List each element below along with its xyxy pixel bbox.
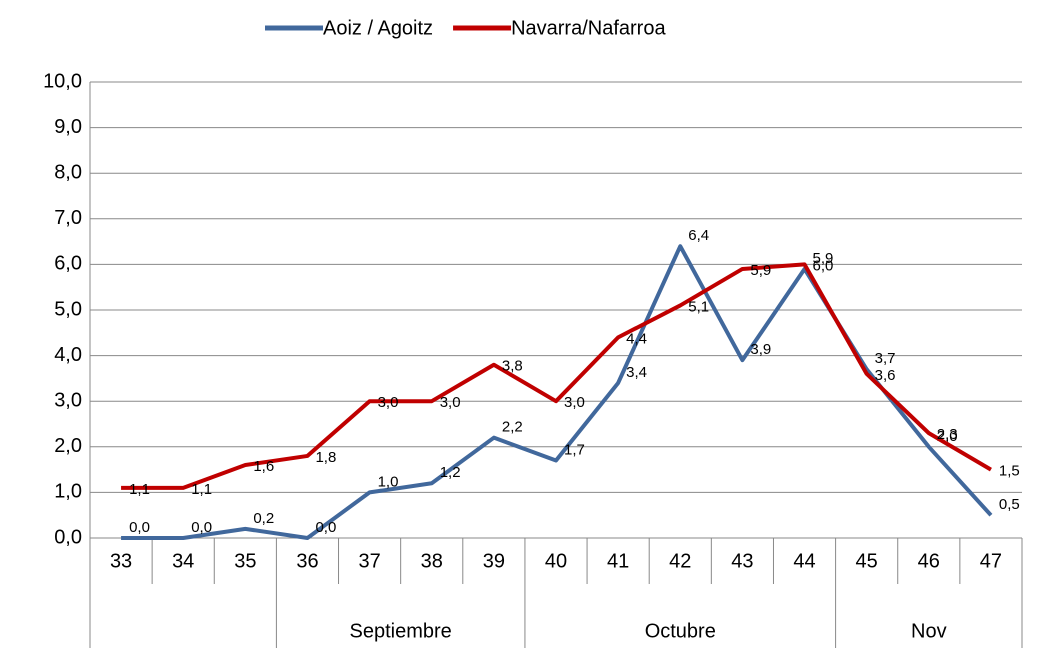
data-label: 1,1 [191,481,212,498]
data-label: 6,0 [813,257,834,274]
y-tick-label: 8,0 [54,161,82,183]
data-label: 3,0 [440,394,461,411]
data-label: 1,5 [999,463,1020,480]
y-tick-label: 4,0 [54,344,82,366]
data-label: 1,6 [253,458,274,475]
y-tick-label: 0,0 [54,526,82,548]
data-label: 1,8 [315,449,336,466]
data-label: 1,2 [440,464,461,481]
group-label: Septiembre [350,620,452,642]
legend-label: Navarra/Nafarroa [511,17,666,39]
x-tick-label: 43 [731,550,753,572]
x-tick-label: 33 [110,550,132,572]
x-tick-label: 38 [421,550,443,572]
data-label: 0,5 [999,496,1020,513]
data-label: 3,0 [378,394,399,411]
x-tick-label: 41 [607,550,629,572]
y-tick-label: 5,0 [54,298,82,320]
group-label: Octubre [645,620,716,642]
y-tick-label: 2,0 [54,435,82,457]
x-tick-label: 42 [669,550,691,572]
x-tick-label: 37 [358,550,380,572]
data-label: 5,1 [688,298,709,315]
y-tick-label: 1,0 [54,481,82,503]
data-label: 5,9 [813,250,834,267]
data-label: 5,9 [750,262,771,279]
data-label: 6,4 [688,227,709,244]
group-label: Nov [911,620,947,642]
data-label: 3,8 [502,358,523,375]
data-label: 1,0 [378,473,399,490]
data-label: 1,7 [564,441,585,458]
x-tick-label: 36 [296,550,318,572]
data-label: 0,0 [191,519,212,536]
x-tick-label: 35 [234,550,256,572]
series-line [121,262,992,490]
data-label: 3,7 [875,350,896,367]
data-label: 3,9 [750,341,771,358]
data-label: 0,0 [129,519,150,536]
y-tick-label: 9,0 [54,116,82,138]
y-tick-label: 6,0 [54,253,82,275]
x-tick-label: 40 [545,550,567,572]
data-label: 3,6 [875,367,896,384]
data-label: 1,1 [129,481,150,498]
data-label: 2,2 [502,419,523,436]
x-tick-label: 46 [918,550,940,572]
data-label: 3,4 [626,364,647,381]
y-tick-label: 10,0 [43,70,82,92]
y-tick-label: 7,0 [54,207,82,229]
data-label: 2,3 [937,426,958,443]
x-tick-label: 47 [980,550,1002,572]
data-label: 0,0 [315,519,336,536]
data-label: 3,0 [564,394,585,411]
x-tick-label: 44 [793,550,815,572]
data-label: 0,2 [253,510,274,527]
series-line [121,244,993,540]
x-tick-label: 39 [483,550,505,572]
legend-label: Aoiz / Agoitz [323,17,433,39]
y-tick-label: 3,0 [54,389,82,411]
x-tick-label: 34 [172,550,194,572]
x-tick-label: 45 [856,550,878,572]
data-label: 4,4 [626,330,647,347]
